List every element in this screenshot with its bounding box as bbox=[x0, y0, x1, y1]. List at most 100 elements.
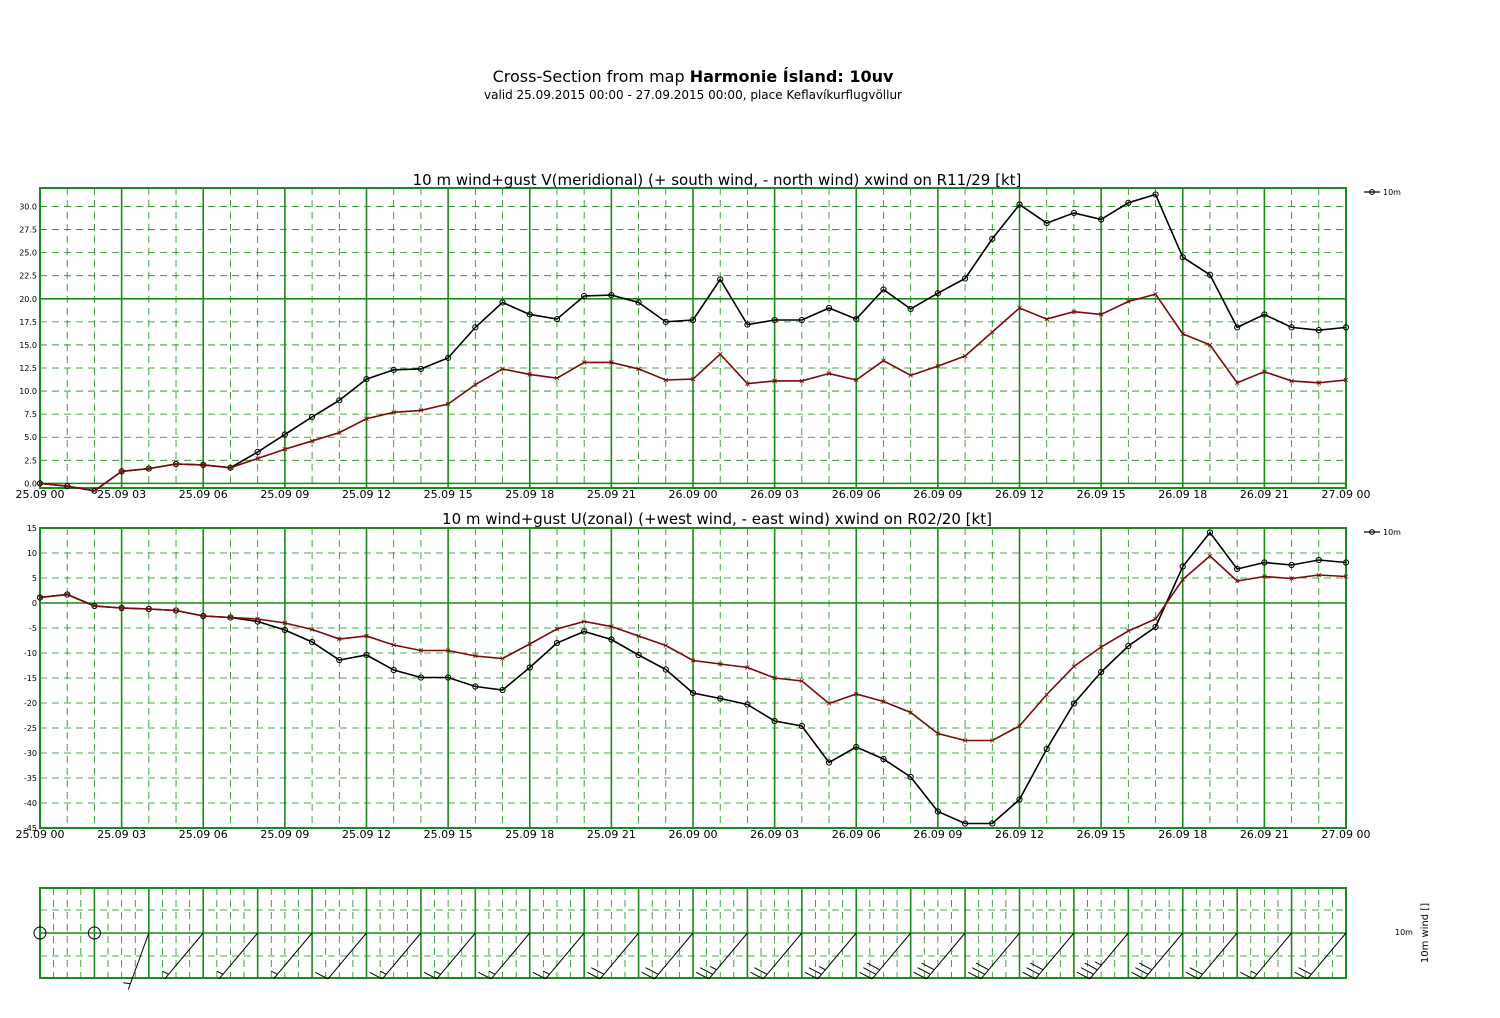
data-point-wind bbox=[1098, 668, 1105, 676]
barb-full bbox=[1022, 971, 1036, 980]
barb-full bbox=[1084, 962, 1098, 971]
wind-barb-8 bbox=[423, 932, 476, 980]
data-point-gust bbox=[745, 665, 750, 670]
barb-full bbox=[975, 962, 989, 971]
legend: 10m bbox=[1364, 528, 1401, 537]
barb-full bbox=[1189, 967, 1203, 975]
data-point-gust bbox=[418, 408, 424, 413]
data-point-gust bbox=[255, 456, 260, 461]
data-point-gust bbox=[200, 613, 206, 619]
y-tick-label: 30.0 bbox=[19, 202, 37, 211]
data-point-wind bbox=[1261, 311, 1268, 318]
barb-staff bbox=[926, 932, 966, 980]
y-tick-label: 22.5 bbox=[19, 272, 37, 281]
data-point-gust bbox=[908, 373, 913, 378]
wind-barb-14 bbox=[750, 932, 803, 980]
x-tick-label: 25.09 00 bbox=[16, 828, 65, 841]
barb-staff bbox=[599, 932, 639, 980]
data-point-wind bbox=[1179, 563, 1186, 570]
x-tick-label: 25.09 06 bbox=[179, 828, 228, 841]
data-point-wind bbox=[417, 674, 425, 681]
wind-barb-12 bbox=[641, 932, 694, 980]
data-point-gust bbox=[445, 648, 451, 653]
data-point-gust bbox=[309, 438, 315, 444]
barb-full bbox=[590, 967, 605, 975]
barb-y-label: 10m wind [] bbox=[1420, 903, 1431, 963]
data-point-gust bbox=[228, 465, 233, 470]
x-tick-label: 25.09 15 bbox=[424, 828, 473, 841]
data-point-gust bbox=[853, 377, 859, 383]
wind-barb-19 bbox=[1022, 932, 1075, 980]
y-tick-label: -25 bbox=[24, 724, 37, 733]
data-point-gust bbox=[636, 366, 641, 372]
data-point-wind bbox=[825, 304, 833, 312]
wind-barb-0 bbox=[33, 926, 47, 940]
data-point-wind bbox=[608, 291, 615, 299]
data-point-wind bbox=[961, 820, 969, 827]
data-point-wind bbox=[336, 656, 343, 664]
barb-staff bbox=[218, 932, 259, 980]
data-point-gust bbox=[309, 627, 315, 632]
data-point-gust bbox=[1044, 316, 1049, 322]
data-point-gust bbox=[1017, 723, 1022, 729]
calm-circle bbox=[87, 926, 101, 940]
x-tick-label: 25.09 21 bbox=[587, 488, 636, 501]
data-point-wind bbox=[499, 299, 506, 306]
data-point-gust bbox=[337, 636, 342, 642]
barb-half bbox=[1094, 961, 1102, 966]
data-point-gust bbox=[119, 605, 124, 611]
barb-full bbox=[866, 962, 881, 971]
data-point-wind bbox=[581, 628, 588, 635]
wind-barb-10 bbox=[532, 932, 585, 980]
data-point-gust bbox=[554, 375, 560, 381]
data-point-wind bbox=[1016, 796, 1023, 803]
barb-half bbox=[161, 970, 169, 975]
barb-full bbox=[808, 967, 822, 975]
barb-full bbox=[1298, 967, 1312, 975]
x-tick-label: 26.09 15 bbox=[1077, 488, 1126, 501]
data-point-gust bbox=[37, 481, 43, 486]
y-tick-label: 5 bbox=[32, 574, 37, 583]
barb-staff bbox=[381, 932, 422, 980]
data-point-gust bbox=[826, 371, 832, 376]
data-point-gust bbox=[173, 461, 179, 467]
x-tick-label: 26.09 18 bbox=[1158, 828, 1207, 841]
data-point-gust bbox=[1044, 692, 1049, 697]
wind-barb-6 bbox=[315, 932, 367, 980]
data-point-gust bbox=[1126, 628, 1131, 634]
y-tick-label: -20 bbox=[24, 699, 37, 708]
x-tick-label: 25.09 06 bbox=[179, 488, 228, 501]
wind-barb-22 bbox=[1185, 932, 1238, 980]
barb-full bbox=[1131, 971, 1145, 980]
barb-staff bbox=[980, 932, 1020, 980]
y-tick-label: 20.0 bbox=[19, 295, 37, 304]
wind-barb-5 bbox=[270, 932, 313, 980]
data-point-gust bbox=[772, 675, 777, 681]
barb-staff bbox=[871, 932, 912, 980]
data-point-wind bbox=[390, 366, 397, 373]
data-point-wind bbox=[689, 316, 697, 324]
data-point-wind bbox=[1288, 324, 1295, 331]
x-tick-label: 25.09 03 bbox=[97, 488, 146, 501]
data-point-gust bbox=[228, 615, 233, 620]
data-point-wind bbox=[1179, 254, 1186, 261]
data-point-wind bbox=[880, 286, 887, 293]
barb-half bbox=[818, 965, 826, 971]
barb-staff bbox=[327, 932, 367, 980]
wind-barb-2 bbox=[123, 932, 150, 990]
plot-frame bbox=[39, 527, 1347, 829]
data-point-gust bbox=[92, 488, 97, 494]
wind-barb-24 bbox=[1294, 932, 1347, 980]
chart-panel-0: 0.0 2.5 5.0 7.5 10.0 12.5 15.0 17.5 20.0 22.5 25.0… bbox=[16, 171, 1402, 501]
y-tick-label: 0.0 bbox=[24, 479, 37, 488]
barb-full bbox=[587, 971, 601, 980]
data-point-wind bbox=[1234, 324, 1241, 331]
data-point-wind bbox=[1315, 327, 1322, 334]
barb-full bbox=[1080, 967, 1094, 975]
barb-full bbox=[1026, 967, 1040, 975]
x-tick-label: 26.09 00 bbox=[669, 488, 718, 501]
series-line-wind bbox=[39, 531, 1347, 825]
x-tick-label: 25.09 09 bbox=[260, 488, 309, 501]
data-point-wind bbox=[472, 683, 479, 690]
barb-staff bbox=[436, 932, 476, 980]
